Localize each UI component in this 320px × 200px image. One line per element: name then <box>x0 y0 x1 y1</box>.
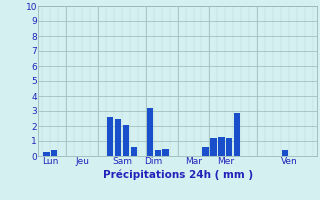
Bar <box>163 148 169 156</box>
Bar <box>115 118 121 156</box>
Bar <box>43 152 50 156</box>
Bar <box>51 150 58 156</box>
Bar <box>282 150 288 156</box>
Bar <box>107 117 113 156</box>
X-axis label: Précipitations 24h ( mm ): Précipitations 24h ( mm ) <box>102 169 253 180</box>
Bar <box>147 108 153 156</box>
Bar <box>218 137 225 156</box>
Bar <box>131 147 137 156</box>
Bar <box>226 138 233 156</box>
Bar <box>210 138 217 156</box>
Bar <box>123 124 129 156</box>
Bar <box>202 147 209 156</box>
Bar <box>155 150 161 156</box>
Bar <box>234 112 240 156</box>
